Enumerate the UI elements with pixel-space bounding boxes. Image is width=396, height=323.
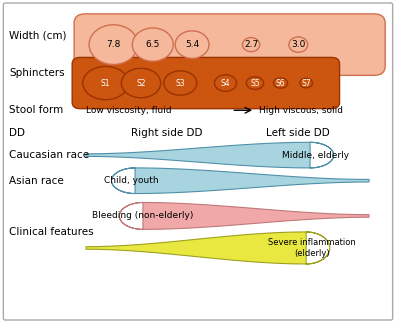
- Ellipse shape: [132, 28, 173, 61]
- Ellipse shape: [164, 71, 197, 95]
- Text: 2.7: 2.7: [244, 40, 258, 49]
- Ellipse shape: [274, 78, 287, 88]
- Text: Clinical features: Clinical features: [9, 227, 94, 237]
- Text: Width (cm): Width (cm): [9, 30, 67, 40]
- Text: S3: S3: [175, 78, 185, 88]
- Polygon shape: [86, 232, 330, 264]
- Ellipse shape: [175, 31, 209, 58]
- Text: DD: DD: [9, 128, 25, 138]
- Text: High viscous, solid: High viscous, solid: [259, 106, 343, 115]
- Text: Bleeding (non-elderly): Bleeding (non-elderly): [92, 212, 194, 220]
- Text: 6.5: 6.5: [146, 40, 160, 49]
- Text: 3.0: 3.0: [291, 40, 305, 49]
- Ellipse shape: [300, 78, 312, 88]
- Ellipse shape: [215, 75, 236, 91]
- Text: Asian race: Asian race: [9, 176, 64, 186]
- Text: Middle, elderly: Middle, elderly: [282, 151, 350, 160]
- Text: Right side DD: Right side DD: [131, 128, 202, 138]
- Text: Child, youth: Child, youth: [104, 176, 158, 185]
- FancyBboxPatch shape: [72, 57, 339, 109]
- Text: S7: S7: [301, 78, 311, 88]
- Ellipse shape: [83, 67, 128, 100]
- Text: Stool form: Stool form: [9, 105, 63, 115]
- Text: Low viscosity, fluid: Low viscosity, fluid: [86, 106, 171, 115]
- Text: Left side DD: Left side DD: [267, 128, 330, 138]
- Text: Severe inflammation
(elderly): Severe inflammation (elderly): [268, 238, 356, 258]
- FancyBboxPatch shape: [74, 14, 385, 75]
- Polygon shape: [112, 168, 369, 193]
- Text: S2: S2: [136, 78, 146, 88]
- Polygon shape: [119, 203, 369, 229]
- Polygon shape: [86, 142, 334, 168]
- Text: Caucasian race: Caucasian race: [9, 150, 89, 160]
- Text: Sphincters: Sphincters: [9, 68, 65, 78]
- Ellipse shape: [246, 77, 264, 89]
- Ellipse shape: [242, 37, 260, 52]
- Ellipse shape: [121, 68, 161, 98]
- Text: S1: S1: [101, 78, 110, 88]
- Ellipse shape: [289, 37, 308, 52]
- Text: S4: S4: [221, 78, 230, 88]
- Text: 5.4: 5.4: [185, 40, 199, 49]
- Text: S6: S6: [276, 78, 286, 88]
- Text: 7.8: 7.8: [106, 40, 121, 49]
- Ellipse shape: [89, 25, 138, 65]
- FancyBboxPatch shape: [3, 3, 393, 320]
- Text: S5: S5: [250, 78, 260, 88]
